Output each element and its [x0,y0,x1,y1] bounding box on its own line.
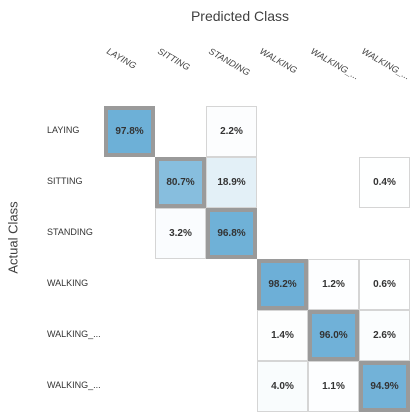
row-label: STANDING [47,227,93,237]
matrix-cell: 80.7% [155,157,206,208]
cell-value-label: 96.8% [217,228,246,239]
matrix-cell: 1.1% [308,361,359,412]
cell-value-label: 0.4% [373,177,396,188]
cell-value-label: 80.7% [166,177,195,188]
column-label: SITTING [156,46,192,73]
matrix-cell: 3.2% [155,208,206,259]
row-label: WALKING [47,278,89,288]
matrix-cell: 18.9% [206,157,257,208]
matrix-cell: 98.2% [257,259,308,310]
cell-value-label: 96.0% [319,330,348,341]
cell-value-label: 2.2% [220,126,243,137]
cell-value-label: 3.2% [169,228,192,239]
cell-value-label: 1.2% [322,279,345,290]
matrix-cell: 2.6% [359,310,410,361]
cell-value-label: 2.6% [373,330,396,341]
cell-value-label: 97.8% [115,126,144,137]
matrix-cell: 96.8% [206,208,257,259]
column-label: WALKING [258,46,299,76]
row-label: WALKING_... [47,380,101,390]
cell-value-label: 94.9% [370,381,399,392]
column-label: STANDING [207,46,252,78]
matrix-cell: 2.2% [206,106,257,157]
y-axis-title: Actual Class [5,201,21,274]
matrix-cell: 1.4% [257,310,308,361]
cell-value-label: 0.6% [373,279,396,290]
matrix-cell: 97.8% [104,106,155,157]
matrix-cell: 0.6% [359,259,410,310]
row-label: WALKING_... [47,329,101,339]
column-label: WALKING_... [360,46,411,82]
column-label: WALKING_... [309,46,361,82]
cell-value-label: 1.1% [322,381,345,392]
row-label: LAYING [47,125,80,135]
matrix-cell: 96.0% [308,310,359,361]
cell-value-label: 4.0% [271,381,294,392]
matrix-cell: 1.2% [308,259,359,310]
cell-value-label: 98.2% [268,279,297,290]
cell-value-label: 1.4% [271,330,294,341]
matrix-cell: 4.0% [257,361,308,412]
row-label: SITTING [47,176,83,186]
matrix-cell: 0.4% [359,157,410,208]
column-label: LAYING [105,46,139,71]
cell-value-label: 18.9% [217,177,246,188]
x-axis-title: Predicted Class [190,8,290,24]
matrix-cell: 94.9% [359,361,410,412]
